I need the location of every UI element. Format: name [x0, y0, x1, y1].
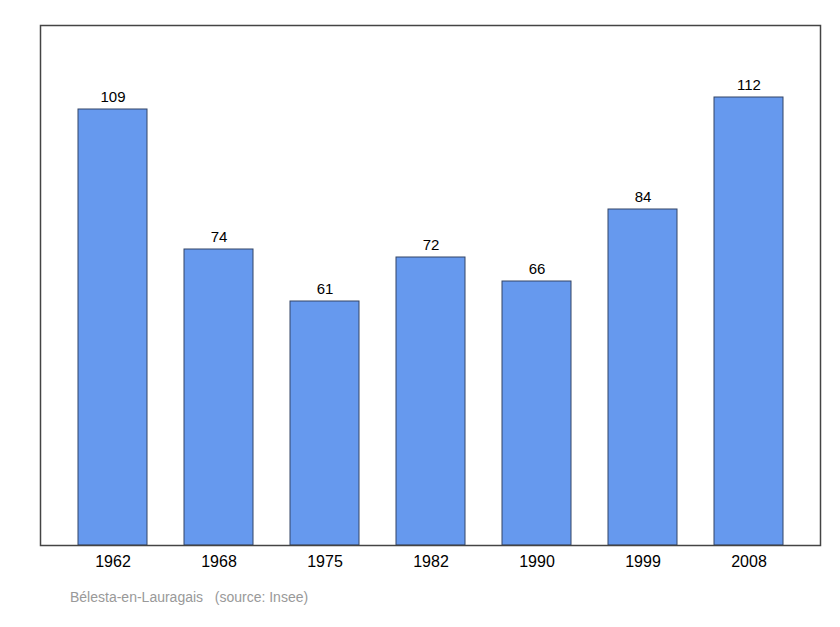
html-text:Bélesta-en-Lauragais (source:: Bélesta-en-Lauragais (source: Insee)	[70, 589, 309, 605]
svg-text:2008: 2008	[731, 553, 767, 570]
svg-text:112: 112	[737, 76, 761, 93]
svg-text:1982: 1982	[413, 553, 449, 570]
svg-text:84: 84	[635, 188, 652, 205]
svg-text:109: 109	[100, 88, 125, 105]
svg-text:1975: 1975	[307, 553, 343, 570]
svg-text:74: 74	[211, 228, 228, 245]
svg-text:1968: 1968	[201, 553, 237, 570]
svg-text:1999: 1999	[625, 553, 661, 570]
svg-text:1962: 1962	[95, 553, 131, 570]
svg-text:72: 72	[423, 236, 440, 253]
svg-text:66: 66	[529, 260, 546, 277]
svg-text:61: 61	[317, 280, 334, 297]
svg-text:1990: 1990	[519, 553, 555, 570]
